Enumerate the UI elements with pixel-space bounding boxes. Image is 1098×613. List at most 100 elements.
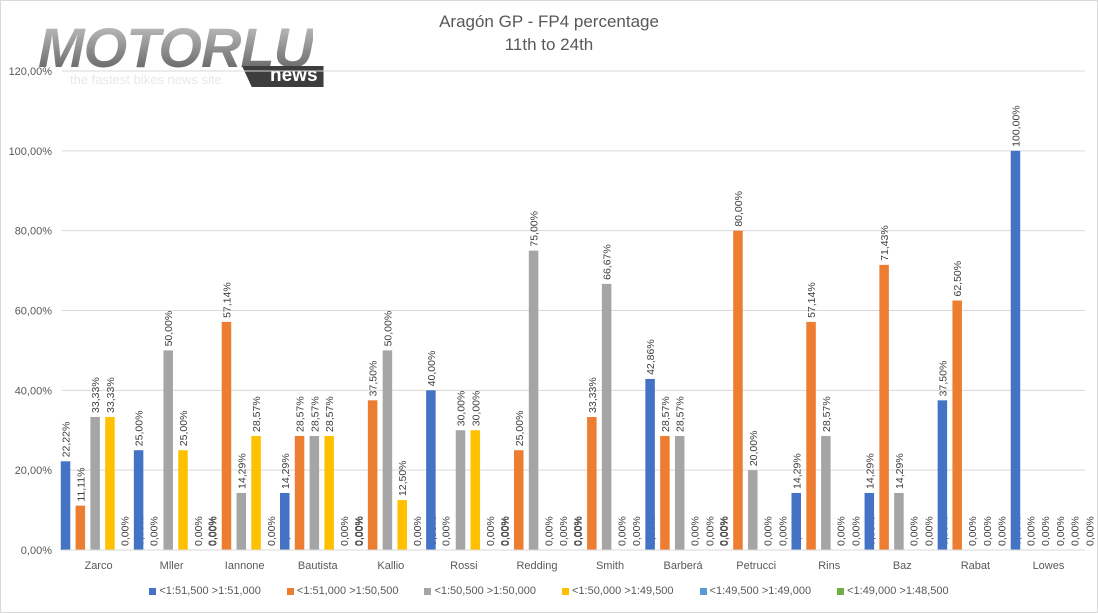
bar [236, 492, 247, 550]
data-label: 0,00% [148, 516, 160, 546]
data-label: 100,00% [1010, 105, 1022, 146]
data-label: 0,00% [690, 516, 702, 546]
bar [221, 321, 232, 550]
data-label: 0,00% [1040, 516, 1052, 546]
bar [280, 492, 290, 550]
chart-title-block: Aragón GP - FP4 percentage 11th to 24th [0, 10, 1098, 56]
data-label: 0,00% [500, 516, 512, 546]
chart-title: Aragón GP - FP4 percentage [439, 12, 659, 31]
bar [324, 435, 334, 550]
bar [75, 505, 86, 550]
legend-item: <1:51,500 >1:51,000 [149, 585, 261, 597]
bar [645, 378, 655, 550]
data-label: 30,00% [470, 391, 482, 427]
data-label: 0,00% [499, 516, 511, 546]
legend-swatch [149, 587, 157, 595]
x-category-label: Redding [516, 560, 557, 572]
data-label: 0,00% [208, 516, 220, 546]
data-label: 22,22% [61, 422, 73, 458]
bar [821, 435, 831, 550]
data-label: 0,00% [485, 516, 497, 546]
data-label: 0,00% [207, 516, 219, 546]
data-label: 28,57% [324, 396, 336, 432]
legend-label: <1:50,500 >1:50,000 [434, 585, 536, 597]
bar [674, 435, 685, 550]
data-label: 0,00% [836, 516, 848, 546]
data-label: 0,00% [120, 516, 132, 546]
bar [952, 300, 962, 550]
data-label: 14,29% [791, 453, 803, 489]
legend-label: <1:49,000 >1:48,500 [847, 585, 949, 597]
data-label: 33,33% [587, 377, 599, 413]
bar [879, 264, 889, 550]
legend-swatch [699, 587, 707, 595]
chart-subtitle: 11th to 24th [504, 35, 594, 54]
bar [426, 390, 436, 550]
data-label: 75,00% [529, 211, 541, 247]
bar [397, 500, 407, 550]
data-label: 0,00% [193, 516, 205, 546]
data-label: 20,00% [748, 431, 760, 467]
data-label: 57,14% [806, 282, 818, 318]
data-label: 0,00% [982, 516, 994, 546]
data-label: 0,00% [719, 516, 731, 546]
bar [90, 416, 100, 550]
data-label: 0,00% [353, 516, 365, 546]
legend-item: <1:50,500 >1:50,000 [424, 585, 536, 597]
data-label: 0,00% [763, 516, 775, 546]
data-label: 28,57% [295, 396, 307, 432]
data-label: 0,00% [997, 516, 1009, 546]
logo-tagline: the fastest bikes news site [70, 72, 222, 87]
bar [60, 461, 71, 550]
y-tick-label: 120,00% [9, 66, 53, 78]
data-label: 0,00% [572, 516, 584, 546]
data-label: 0,00% [850, 516, 862, 546]
data-label: 57,14% [221, 282, 233, 318]
data-label: 71,43% [879, 225, 891, 261]
bar [894, 492, 904, 550]
data-label: 37,50% [937, 361, 949, 397]
legend-item: <1:50,000 >1:49,500 [562, 585, 674, 597]
x-category-label: Baz [893, 560, 912, 572]
legend-label: <1:51,000 >1:50,500 [296, 585, 399, 597]
data-label: 14,29% [864, 453, 876, 489]
data-label: 28,57% [309, 396, 321, 432]
bar [791, 492, 801, 550]
data-label: 14,29% [236, 453, 248, 489]
data-label: 0,00% [354, 516, 366, 546]
x-category-label: Kallio [377, 560, 404, 572]
x-category-label: Petrucci [736, 560, 776, 572]
bar [455, 430, 466, 550]
data-label: 40,00% [426, 351, 438, 387]
y-tick-label: 0,00% [21, 545, 52, 557]
data-label: 11,11% [75, 468, 87, 502]
data-label: 0,00% [924, 516, 936, 546]
data-label: 0,00% [412, 516, 424, 546]
data-label: 0,00% [631, 516, 643, 546]
data-label: 28,57% [251, 396, 263, 432]
data-label: 66,67% [602, 244, 614, 280]
bar [528, 250, 539, 550]
bar [309, 435, 320, 550]
data-label: 0,00% [777, 516, 789, 546]
data-label: 0,00% [543, 516, 555, 546]
y-tick-label: 80,00% [15, 226, 53, 238]
bar [806, 321, 816, 550]
data-label: 50,00% [163, 311, 175, 347]
data-label: 0,00% [1025, 516, 1037, 546]
legend-label: <1:51,500 >1:51,000 [159, 585, 261, 597]
y-tick-label: 100,00% [9, 146, 53, 158]
bar [1010, 150, 1021, 551]
x-category-label: Bautista [298, 560, 339, 572]
bar [660, 435, 670, 550]
x-category-label: Mller [160, 560, 184, 572]
bar [733, 230, 743, 550]
data-label: 0,00% [1055, 516, 1067, 546]
x-category-label: Rossi [450, 560, 478, 572]
legend-item: <1:49,000 >1:48,500 [837, 585, 949, 597]
data-label: 14,29% [894, 453, 906, 489]
bar [470, 430, 481, 550]
x-category-label: Smith [596, 560, 624, 572]
y-tick-label: 40,00% [15, 385, 53, 397]
data-label: 0,00% [967, 516, 979, 546]
